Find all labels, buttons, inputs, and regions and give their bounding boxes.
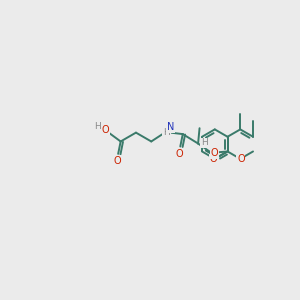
- Text: H: H: [94, 122, 101, 131]
- Text: H: H: [201, 138, 208, 147]
- Text: O: O: [211, 148, 218, 158]
- Text: H: H: [163, 128, 170, 137]
- Text: O: O: [237, 154, 245, 164]
- Text: N: N: [167, 122, 174, 132]
- Text: O: O: [210, 154, 218, 164]
- Text: O: O: [175, 148, 183, 158]
- Text: O: O: [113, 156, 121, 166]
- Text: O: O: [101, 125, 109, 135]
